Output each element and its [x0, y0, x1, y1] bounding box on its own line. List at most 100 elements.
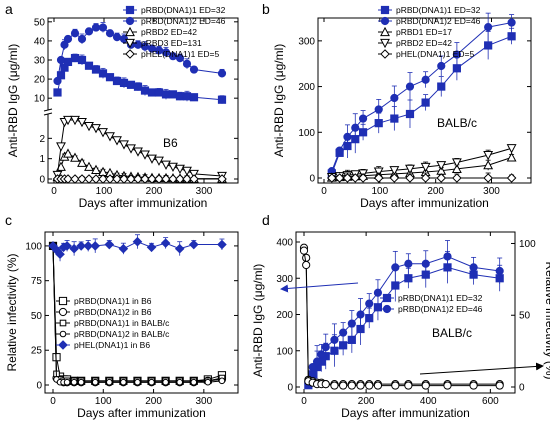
data-point — [175, 174, 185, 184]
x-tick-label: 100 — [95, 396, 112, 407]
data-point — [312, 357, 322, 366]
y-right-tick-label: 100 — [519, 239, 536, 250]
panel-d-chart: 0 200 400 600 0 100 200 300 400 0 50 100 Days after … — [251, 231, 550, 420]
data-point — [168, 174, 178, 184]
data-point — [420, 173, 431, 183]
data-point — [119, 174, 129, 184]
legend-label: pRBD(DNA1)2 ED=46 — [396, 16, 481, 26]
data-point — [175, 92, 185, 101]
data-point — [56, 142, 66, 152]
data-point — [321, 380, 330, 389]
data-point — [147, 88, 157, 97]
data-point — [154, 174, 164, 184]
data-point — [83, 241, 94, 251]
data-point — [126, 80, 136, 89]
data-point — [77, 34, 87, 44]
x-axis-label: Days after immunization — [77, 406, 206, 420]
data-point — [154, 88, 164, 97]
data-point — [443, 252, 452, 261]
data-point — [77, 117, 87, 128]
data-point — [182, 166, 192, 177]
legend-label: pRBD(DNA1)1 ED=32 — [396, 5, 481, 15]
panel-c-letter: c — [5, 212, 12, 228]
data-point — [112, 32, 122, 42]
data-point — [404, 259, 413, 268]
legend-label: pHEL(DNA1)1 ED=5 — [141, 49, 219, 59]
data-point — [84, 61, 94, 70]
legend-marker — [58, 340, 68, 350]
data-point — [63, 378, 71, 386]
legend-marker — [382, 293, 392, 303]
legend-marker — [58, 307, 68, 317]
legend-marker — [59, 319, 67, 327]
data-point — [506, 173, 517, 183]
data-point — [174, 243, 185, 254]
data-point — [106, 378, 113, 386]
data-point — [389, 173, 400, 183]
data-point — [63, 115, 73, 126]
legend-marker — [125, 16, 135, 26]
data-point — [53, 88, 62, 97]
data-point — [140, 174, 150, 184]
x-tick-label: 0 — [50, 396, 56, 407]
data-point — [483, 151, 494, 161]
y-tick-label: 1 — [39, 154, 45, 165]
panel-b-frame — [317, 17, 532, 184]
x-axis-label: Days after immunization — [79, 196, 208, 210]
series-prbd-dna1-2-ed-46 — [53, 22, 227, 86]
data-point — [495, 381, 504, 390]
y-left-tick-label: 400 — [276, 238, 293, 249]
data-point — [70, 29, 80, 38]
data-point — [507, 18, 516, 27]
y-tick-label: 10 — [34, 94, 46, 105]
data-point — [91, 124, 101, 134]
x-tick-label: 100 — [96, 186, 113, 197]
legend-label: pRBD(DNA1)2 in B6 — [74, 307, 152, 317]
x-tick-label: 0 — [51, 186, 57, 197]
data-point — [53, 76, 62, 86]
x-axis-label: Days after immunization — [360, 196, 489, 210]
data-point — [451, 163, 462, 173]
x-tick-label: 200 — [427, 186, 444, 197]
data-point — [421, 381, 430, 390]
data-point — [76, 241, 86, 251]
data-point — [358, 173, 368, 183]
data-point — [452, 50, 461, 59]
data-point — [189, 93, 199, 102]
strain-annotation: BALB/c — [432, 326, 472, 340]
x-tick-label: 300 — [195, 396, 212, 407]
data-point — [373, 167, 384, 177]
data-point — [469, 263, 478, 272]
data-point — [217, 69, 227, 78]
data-point — [189, 169, 199, 180]
data-point — [483, 173, 493, 183]
data-point — [302, 253, 311, 262]
data-point — [389, 166, 400, 176]
data-point — [421, 75, 430, 84]
left-axis-arrow — [280, 282, 359, 293]
data-point — [176, 378, 183, 386]
panel-a-chart: 0 100 200 300 10 20 30 40 50 0 1 2 Days after immuni… — [6, 5, 239, 210]
right-axis-arrow — [419, 362, 544, 375]
data-point — [484, 23, 493, 32]
data-point — [132, 236, 143, 247]
data-point — [334, 173, 345, 183]
data-point — [70, 53, 80, 63]
data-point — [506, 152, 517, 162]
data-point — [91, 174, 101, 184]
data-point — [339, 381, 348, 390]
data-point — [443, 381, 452, 390]
legend-marker — [125, 38, 135, 49]
data-point — [84, 27, 94, 36]
y-left-tick-label: 300 — [276, 274, 293, 285]
data-point — [133, 147, 143, 157]
y-tick-label: 50 — [34, 17, 46, 28]
data-point — [105, 174, 115, 184]
y-axis-label: Relative infectivity (%) — [5, 253, 19, 371]
data-point — [70, 378, 78, 386]
data-point — [84, 174, 94, 184]
data-point — [421, 98, 430, 107]
data-point — [162, 378, 169, 386]
data-point — [451, 158, 462, 168]
